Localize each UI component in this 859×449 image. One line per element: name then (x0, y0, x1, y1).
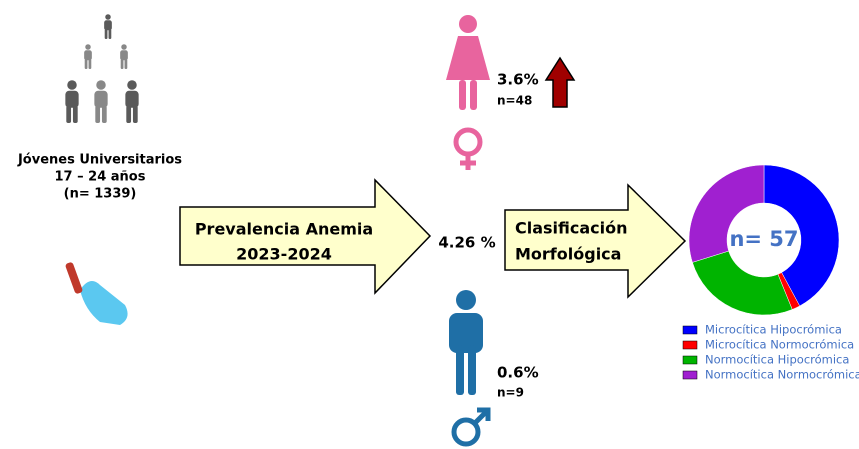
population-text: (n= 1339) (64, 187, 137, 202)
male-percent: 0.6% (497, 364, 539, 382)
increase-arrow (546, 58, 574, 107)
center-label: n= 57 (729, 227, 798, 251)
family-icon (65, 14, 138, 123)
donut-chart: n= 57 (689, 165, 839, 315)
person-icon (104, 14, 112, 39)
male-count: n=9 (497, 386, 524, 400)
donut-segment (692, 251, 792, 315)
population-text: Jóvenes Universitarios (17, 153, 182, 168)
arrow-text: 2023-2024 (236, 245, 332, 264)
infographic: Jóvenes Universitarios 17 – 24 años (n= … (0, 0, 859, 449)
arrow-text: Clasificación (515, 219, 628, 238)
female-percent: 3.6% (497, 71, 539, 89)
legend-swatch (683, 326, 697, 334)
legend-label: Normocítica Hipocrómica (705, 353, 849, 367)
female-count: n=48 (497, 94, 532, 108)
arrow-shape (505, 185, 685, 297)
person-icon (94, 80, 107, 123)
person-icon (84, 44, 92, 69)
legend-swatch (683, 356, 697, 364)
legend-label: Microcítica Normocrómica (705, 338, 854, 352)
arrow-text: Prevalencia Anemia (195, 220, 373, 239)
mars-symbol (454, 410, 488, 444)
male-icon (449, 290, 483, 395)
arrow-text: Morfológica (515, 245, 621, 264)
population-text: 17 – 24 años (55, 170, 146, 185)
legend-swatch (683, 341, 697, 349)
blood-sample-icon (65, 262, 128, 325)
legend-label: Normocítica Normocrómica (705, 368, 859, 382)
legend-label: Microcítica Hipocrómica (705, 323, 842, 337)
person-icon (125, 80, 138, 123)
person-icon (65, 80, 78, 123)
person-icon (120, 44, 128, 69)
venus-symbol (456, 130, 480, 170)
overall-prevalence: 4.26 % (438, 234, 495, 252)
female-icon (446, 15, 490, 110)
legend-swatch (683, 371, 697, 379)
